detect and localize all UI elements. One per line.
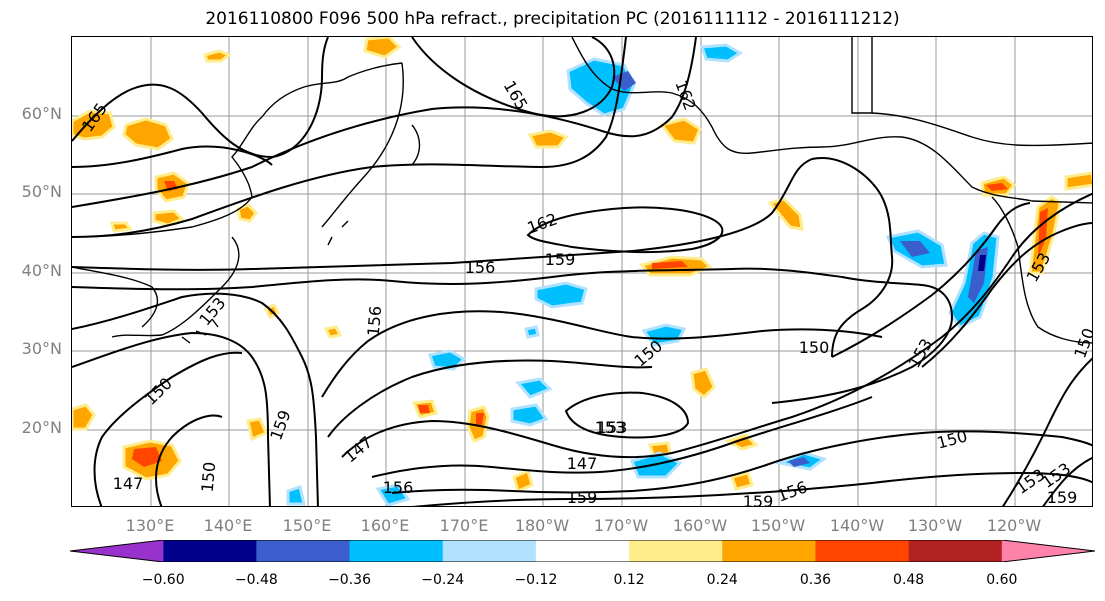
colorbar-swatch [70, 540, 164, 562]
lon-label: 150°W [750, 516, 806, 535]
lat-label: 30°N [21, 339, 62, 358]
colorbar-swatch [442, 540, 537, 562]
colorbar-tick-label: −0.24 [421, 572, 465, 588]
colorbar-tick-label: −0.60 [141, 572, 185, 588]
colorbar-tick-label: 0.60 [986, 572, 1018, 588]
contour-label: 159 [545, 250, 576, 269]
lon-label: 130°E [125, 516, 175, 535]
contour-label: 150 [198, 461, 220, 493]
colorbar-tick-label: 0.48 [893, 572, 925, 588]
map-frame: 165 165 162 162 156 159 156 153 150 150 … [71, 36, 1093, 507]
colorbar-tick-label: 0.24 [706, 572, 738, 588]
lat-label: 20°N [21, 418, 62, 437]
contour-label: 159 [743, 492, 774, 507]
lon-label: 120°W [986, 516, 1042, 535]
map-title: 2016110800 F096 500 hPa refract., precip… [205, 9, 900, 29]
contour-label: 165 [500, 77, 532, 113]
contour-label: 159 [266, 408, 294, 443]
lon-label: 170°E [439, 516, 489, 535]
colorbar-tick-label: −0.36 [328, 572, 371, 588]
lat-label: 60°N [21, 104, 62, 123]
colorbar-swatch [349, 540, 444, 562]
contour-label: 150 [799, 338, 830, 357]
lon-label: 160°W [672, 516, 728, 535]
contour-label: 162 [525, 209, 560, 237]
lon-label: 140°W [829, 516, 885, 535]
colorbar [69, 539, 1096, 563]
contour-label: 153 [597, 418, 628, 437]
contour-label: 150 [1070, 326, 1093, 361]
colorbar-tick-label: 0.12 [613, 572, 645, 588]
lon-label: 180°W [514, 516, 570, 535]
colorbar-swatch [722, 540, 816, 562]
colorbar-swatch [815, 540, 910, 562]
contour-label: 159 [567, 488, 598, 507]
colorbar-tick-label: −0.12 [514, 572, 558, 588]
lon-label: 130°W [907, 516, 963, 535]
colorbar-swatch [629, 540, 723, 562]
map-svg: 165 165 162 162 156 159 156 153 150 150 … [72, 37, 1093, 507]
contour-label: 156 [383, 478, 414, 497]
contour-label: 153 [595, 418, 626, 437]
contour-label: 156 [465, 258, 496, 277]
contour-label: 147 [567, 454, 598, 473]
contour-label: 159 [1047, 488, 1078, 507]
colorbar-tick-label: −0.48 [234, 572, 278, 588]
contour-label: 153 [1023, 249, 1055, 285]
lon-label: 160°E [360, 516, 410, 535]
colorbar-svg [69, 539, 1096, 563]
contour-label: 147 [113, 474, 144, 493]
contour-label: 153 [1038, 459, 1074, 492]
colorbar-swatch [535, 540, 630, 562]
contours [72, 37, 1092, 506]
colorbar-swatch [908, 540, 1003, 562]
colorbar-swatch [256, 540, 351, 562]
contour-label: 147 [341, 432, 377, 466]
lon-label: 170°W [593, 516, 649, 535]
lon-label: 150°E [282, 516, 332, 535]
colorbar-swatch [163, 540, 257, 562]
lat-label: 50°N [21, 182, 62, 201]
lon-label: 140°E [203, 516, 253, 535]
contour-label: 162 [671, 78, 699, 113]
colorbar-tick-label: 0.36 [799, 572, 832, 588]
contour-label: 156 [364, 305, 386, 337]
lat-label: 40°N [21, 261, 62, 280]
colorbar-swatch [1001, 540, 1095, 562]
contour-label: 153 [195, 294, 229, 330]
precip-shading [72, 37, 1092, 506]
contour-label: 156 [775, 477, 810, 505]
